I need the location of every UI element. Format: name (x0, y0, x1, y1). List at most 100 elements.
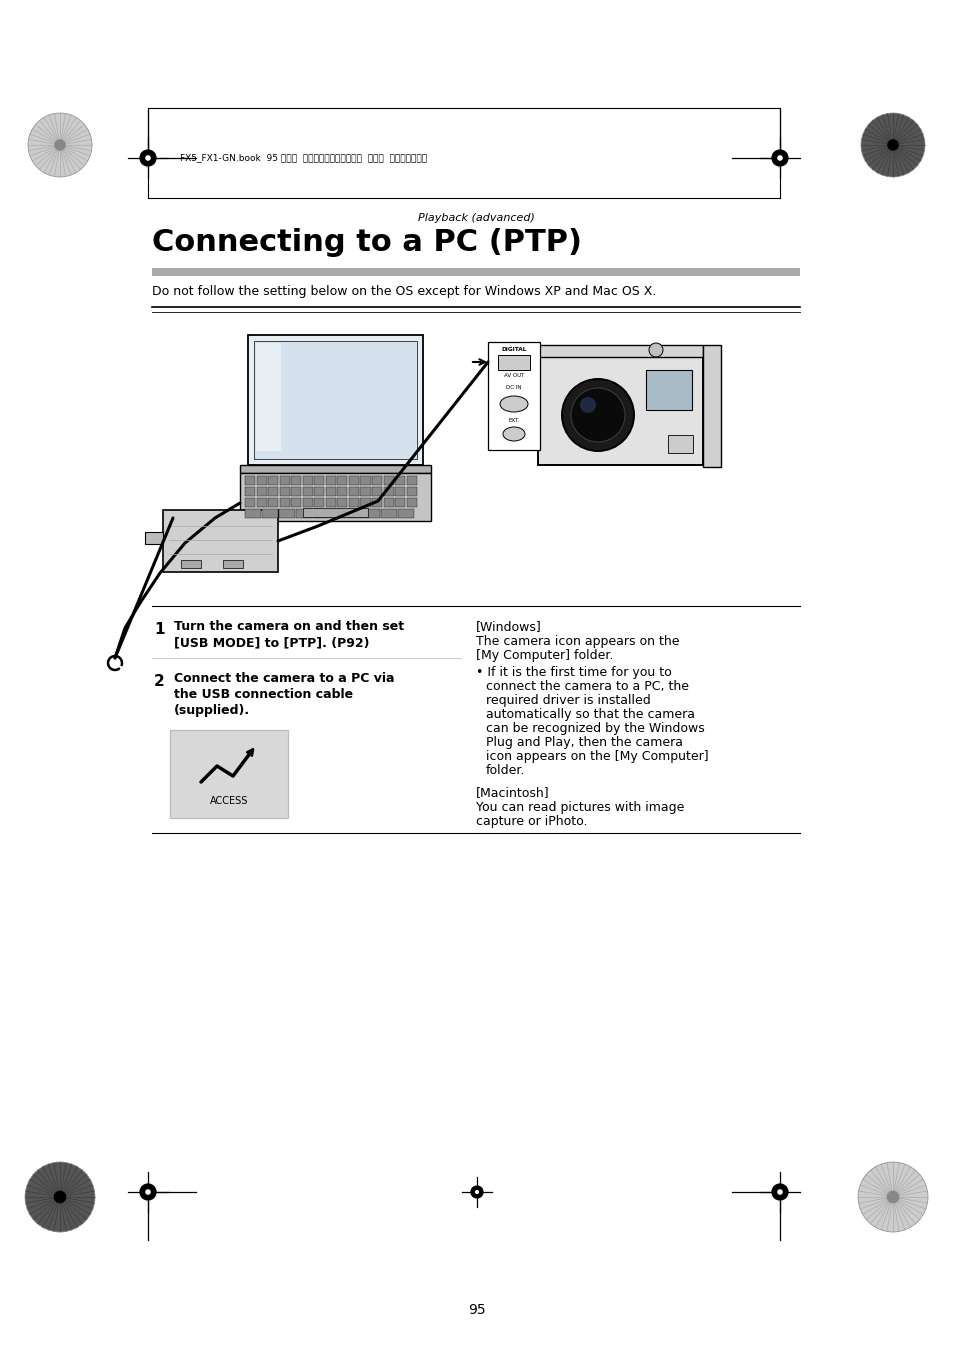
Bar (163, 510, 277, 572)
Bar (170, 731, 288, 818)
Circle shape (145, 1189, 151, 1194)
Text: Turn the camera on and then set: Turn the camera on and then set (173, 620, 404, 634)
Bar (279, 497, 290, 507)
Text: DC IN: DC IN (506, 386, 521, 390)
Bar (398, 510, 414, 518)
Bar (240, 473, 431, 520)
Circle shape (861, 113, 924, 177)
Bar (302, 487, 313, 496)
Bar (372, 476, 382, 484)
Text: Playback (advanced): Playback (advanced) (417, 213, 534, 222)
Text: [USB MODE] to [PTP]. (P92): [USB MODE] to [PTP]. (P92) (173, 636, 369, 648)
Bar (395, 497, 405, 507)
Bar (383, 476, 394, 484)
Bar (383, 497, 394, 507)
Bar (314, 497, 324, 507)
Text: FX5_FX1-GN.book  95 ページ  ２００３年１２月１７日  水曜日  午前９時２０分: FX5_FX1-GN.book 95 ページ ２００３年１２月１７日 水曜日 午… (180, 154, 427, 163)
Bar (326, 476, 335, 484)
Bar (145, 532, 163, 545)
Circle shape (54, 139, 66, 151)
Circle shape (771, 1184, 787, 1200)
Text: icon appears on the [My Computer]: icon appears on the [My Computer] (485, 749, 708, 763)
Bar (364, 510, 379, 518)
Bar (406, 487, 416, 496)
Bar (279, 476, 290, 484)
Bar (223, 559, 243, 568)
Text: 95: 95 (468, 1304, 485, 1317)
Bar (314, 476, 324, 484)
Bar (279, 487, 290, 496)
Bar (337, 497, 347, 507)
Circle shape (777, 1189, 782, 1194)
Text: DIGITAL: DIGITAL (500, 346, 526, 352)
Text: Plug and Play, then the camera: Plug and Play, then the camera (485, 736, 682, 749)
Bar (262, 510, 277, 518)
Bar (395, 476, 405, 484)
Circle shape (886, 139, 898, 151)
Bar (268, 476, 278, 484)
Bar (245, 510, 260, 518)
Bar (395, 487, 405, 496)
Text: • If it is the first time for you to: • If it is the first time for you to (476, 666, 671, 679)
Bar (291, 497, 301, 507)
Bar (349, 497, 358, 507)
Bar (152, 268, 800, 276)
Bar (330, 510, 345, 518)
Bar (245, 476, 254, 484)
Text: EXT.: EXT. (508, 418, 519, 423)
Text: ACCESS: ACCESS (210, 797, 248, 806)
Bar (248, 336, 422, 465)
Bar (256, 497, 266, 507)
Circle shape (885, 1190, 899, 1204)
Text: 1: 1 (153, 621, 164, 638)
Bar (702, 345, 720, 466)
Bar (268, 497, 278, 507)
Bar (406, 497, 416, 507)
Ellipse shape (502, 427, 524, 441)
Circle shape (571, 388, 624, 442)
Bar (240, 465, 431, 473)
Bar (372, 487, 382, 496)
Ellipse shape (499, 396, 527, 412)
Text: AV OUT: AV OUT (503, 373, 523, 377)
Bar (347, 510, 362, 518)
Bar (256, 487, 266, 496)
Bar (406, 476, 416, 484)
Bar (360, 497, 370, 507)
Bar (255, 342, 281, 452)
Bar (537, 345, 702, 357)
Text: You can read pictures with image: You can read pictures with image (476, 801, 683, 814)
Bar (349, 487, 358, 496)
Bar (279, 510, 294, 518)
Text: (supplied).: (supplied). (173, 704, 250, 717)
Text: The camera icon appears on the: The camera icon appears on the (476, 635, 679, 648)
Text: Do not follow the setting below on the OS except for Windows XP and Mac OS X.: Do not follow the setting below on the O… (152, 284, 656, 298)
Circle shape (475, 1190, 478, 1194)
Bar (645, 369, 691, 410)
Bar (667, 435, 692, 453)
Circle shape (140, 1184, 156, 1200)
Circle shape (579, 398, 596, 412)
Bar (253, 341, 416, 460)
Bar (360, 476, 370, 484)
Bar (303, 508, 368, 518)
Circle shape (777, 155, 782, 160)
Bar (337, 476, 347, 484)
Circle shape (53, 1190, 66, 1204)
Bar (313, 510, 329, 518)
Circle shape (145, 155, 151, 160)
Bar (383, 487, 394, 496)
Bar (314, 487, 324, 496)
Text: Connect the camera to a PC via: Connect the camera to a PC via (173, 673, 395, 685)
Text: the USB connection cable: the USB connection cable (173, 687, 353, 701)
Bar (326, 497, 335, 507)
Circle shape (771, 150, 787, 166)
Bar (381, 510, 396, 518)
Text: can be recognized by the Windows: can be recognized by the Windows (485, 723, 704, 735)
Text: [Windows]: [Windows] (476, 620, 541, 634)
Text: [My Computer] folder.: [My Computer] folder. (476, 648, 613, 662)
Bar (295, 510, 312, 518)
Text: capture or iPhoto.: capture or iPhoto. (476, 816, 587, 828)
Text: [Macintosh]: [Macintosh] (476, 786, 549, 799)
Text: connect the camera to a PC, the: connect the camera to a PC, the (485, 679, 688, 693)
